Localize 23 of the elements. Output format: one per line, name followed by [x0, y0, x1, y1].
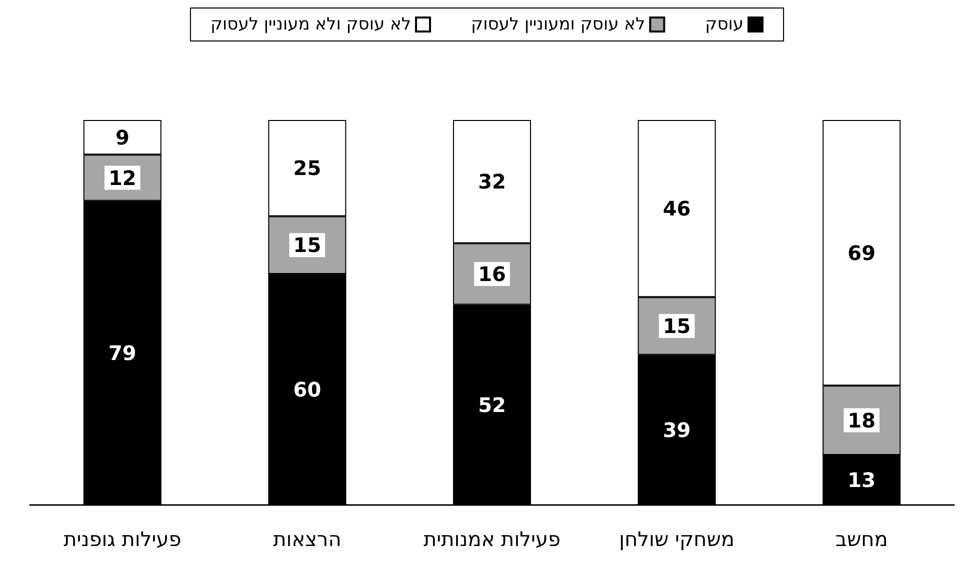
data-label: 79: [108, 340, 136, 365]
data-label: 25: [293, 156, 322, 180]
data-label: 60: [293, 378, 322, 402]
data-label: 9: [115, 125, 130, 150]
legend-label: עוסק: [705, 14, 744, 34]
data-label: 13: [848, 468, 876, 492]
x-tick-label: משחקי שולחן: [619, 527, 734, 551]
x-tick-label: מחשב: [835, 527, 888, 551]
data-label: 39: [662, 418, 691, 442]
x-tick-label: הרצאות: [273, 527, 342, 551]
data-label: 15: [293, 233, 322, 258]
data-label: 18: [848, 408, 876, 432]
x-tick-label: פעילות גופנית: [64, 527, 182, 551]
legend-label: לא עוסק ומעוניין לעסוק: [471, 14, 646, 34]
data-label: 32: [478, 170, 506, 194]
data-label: 69: [848, 240, 876, 265]
x-tick-label: פעילות אמנותית: [424, 527, 560, 551]
data-label: 15: [662, 314, 691, 338]
data-label: 16: [478, 262, 506, 286]
data-label: 46: [662, 196, 691, 221]
data-label: 52: [478, 392, 506, 417]
legend-label: לא עוסק ולא מעוניין לעסוק: [210, 14, 412, 34]
data-label: 12: [108, 166, 136, 190]
